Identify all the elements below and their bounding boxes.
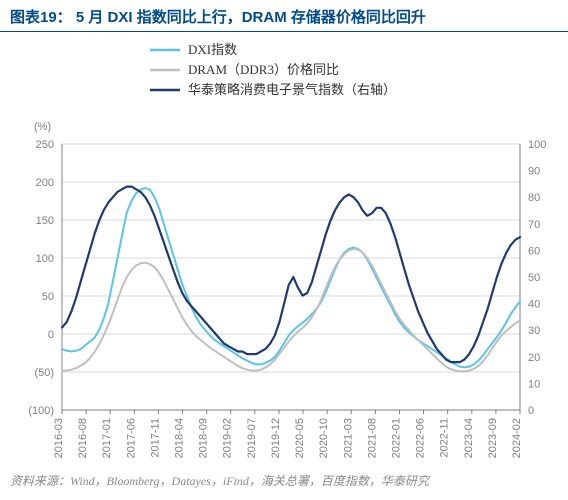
svg-text:2019-12: 2019-12 bbox=[270, 418, 282, 458]
svg-text:2024-02: 2024-02 bbox=[511, 418, 523, 458]
svg-text:2019-07: 2019-07 bbox=[246, 418, 258, 458]
svg-text:2021-08: 2021-08 bbox=[366, 418, 378, 458]
svg-text:华泰策略消费电子景气指数（右轴）: 华泰策略消费电子景气指数（右轴） bbox=[188, 82, 396, 97]
svg-text:DRAM（DDR3）价格同比: DRAM（DDR3）价格同比 bbox=[188, 62, 339, 77]
svg-text:2018-09: 2018-09 bbox=[198, 418, 210, 458]
svg-text:2016-03: 2016-03 bbox=[53, 418, 65, 458]
svg-text:2017-11: 2017-11 bbox=[149, 418, 161, 458]
svg-text:50: 50 bbox=[42, 291, 54, 303]
svg-text:0: 0 bbox=[528, 405, 534, 417]
svg-text:2016-08: 2016-08 bbox=[77, 418, 89, 458]
svg-text:100: 100 bbox=[36, 253, 54, 265]
svg-text:2023-09: 2023-09 bbox=[487, 418, 499, 458]
svg-text:90: 90 bbox=[528, 166, 540, 178]
svg-text:80: 80 bbox=[528, 192, 540, 204]
svg-text:2019-02: 2019-02 bbox=[222, 418, 234, 458]
svg-text:60: 60 bbox=[528, 245, 540, 257]
svg-text:50: 50 bbox=[528, 272, 540, 284]
svg-text:250: 250 bbox=[36, 139, 54, 151]
svg-text:(%): (%) bbox=[34, 121, 51, 133]
svg-text:100: 100 bbox=[528, 139, 546, 151]
svg-text:70: 70 bbox=[528, 219, 540, 231]
svg-text:20: 20 bbox=[528, 352, 540, 364]
svg-text:(50): (50) bbox=[34, 367, 54, 379]
svg-text:2023-04: 2023-04 bbox=[463, 418, 475, 458]
svg-text:2022-11: 2022-11 bbox=[439, 418, 451, 458]
svg-text:2022-06: 2022-06 bbox=[415, 418, 427, 458]
chart-canvas: (100) (50) 0 50 100 150 200 250 0 10 20 30 40 50 60 70 8… bbox=[0, 32, 568, 470]
svg-text:2018-04: 2018-04 bbox=[174, 418, 186, 458]
svg-text:2022-01: 2022-01 bbox=[390, 418, 402, 458]
chart-source: 资料来源：Wind，Bloomberg，Datayes，iFind，海关总署，百… bbox=[0, 470, 568, 496]
line-chart: (100) (50) 0 50 100 150 200 250 0 10 20 30 40 50 60 70 8… bbox=[0, 32, 568, 470]
svg-text:200: 200 bbox=[36, 177, 54, 189]
svg-text:0: 0 bbox=[48, 329, 54, 341]
svg-text:2017-01: 2017-01 bbox=[101, 418, 113, 458]
chart-title-bar: 图表19： 5 月 DXI 指数同比上行，DRAM 存储器价格同比回升 bbox=[0, 0, 568, 32]
chart-title: 图表19： 5 月 DXI 指数同比上行，DRAM 存储器价格同比回升 bbox=[10, 9, 426, 26]
svg-text:150: 150 bbox=[36, 215, 54, 227]
svg-text:(100): (100) bbox=[28, 405, 54, 417]
svg-text:2020-10: 2020-10 bbox=[318, 418, 330, 458]
svg-text:40: 40 bbox=[528, 299, 540, 311]
svg-text:2017-06: 2017-06 bbox=[125, 418, 137, 458]
svg-text:2020-05: 2020-05 bbox=[294, 418, 306, 458]
svg-text:DXI指数: DXI指数 bbox=[188, 42, 237, 57]
svg-text:10: 10 bbox=[528, 378, 540, 390]
svg-text:30: 30 bbox=[528, 325, 540, 337]
svg-text:2021-03: 2021-03 bbox=[342, 418, 354, 458]
